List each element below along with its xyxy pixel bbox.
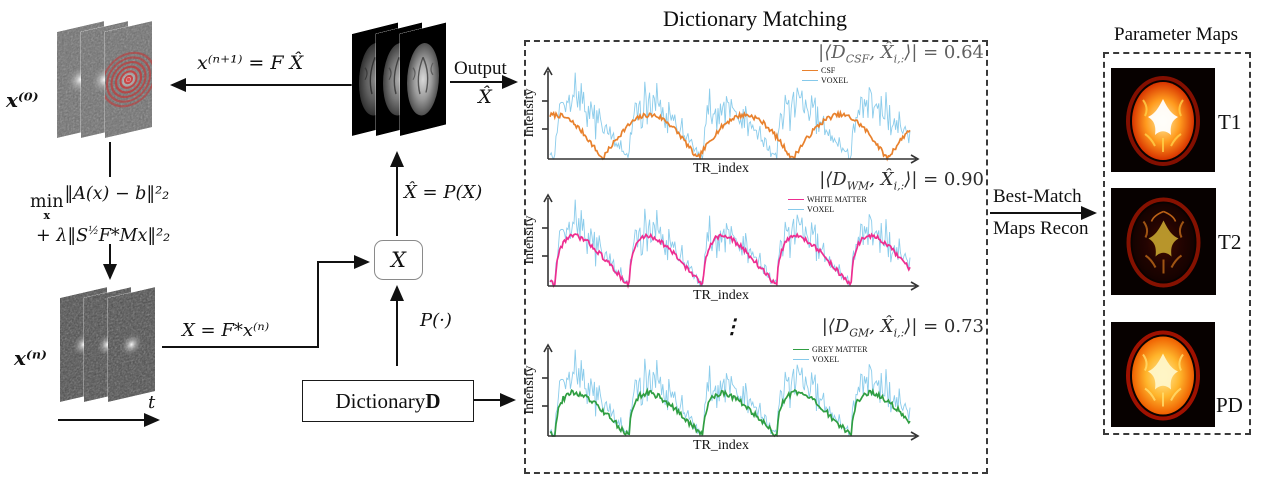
legend-label: VOXEL bbox=[821, 75, 849, 85]
parameter-maps-title: Parameter Maps bbox=[1114, 24, 1238, 45]
legend-label: CSF bbox=[821, 66, 836, 75]
legend-label: WHITE MATTER bbox=[807, 195, 867, 204]
plot-gm bbox=[542, 343, 920, 441]
ylabel-wm: Intensity bbox=[522, 215, 537, 265]
match-value: 0.73 bbox=[943, 316, 984, 337]
t2-map-image bbox=[1111, 188, 1216, 295]
kspace-stack-x0 bbox=[57, 20, 187, 150]
t2-map-label: T2 bbox=[1218, 230, 1242, 254]
legend-swatch bbox=[802, 70, 818, 72]
plot-wm bbox=[542, 193, 920, 291]
kspace-stack-xn bbox=[60, 287, 190, 418]
match-text: |⟨D bbox=[821, 316, 850, 337]
match-score-wm: |⟨DWM, X̂i,:⟩| = 0.90 bbox=[700, 169, 984, 193]
legend-csf: CSF VOXEL bbox=[802, 66, 848, 85]
match-subscript: CSF bbox=[845, 52, 870, 66]
match-subscript: i,: bbox=[893, 52, 905, 66]
t1-map-image bbox=[1111, 68, 1215, 172]
iterate-arrow-label: x⁽ⁿ⁺¹⁾ = F X̂ bbox=[197, 52, 304, 74]
match-value: 0.64 bbox=[943, 42, 984, 63]
xlabel-csf: TR_index bbox=[693, 161, 749, 176]
legend-item: GREY MATTER bbox=[793, 345, 867, 355]
legend-swatch bbox=[793, 349, 809, 351]
legend-swatch bbox=[793, 358, 809, 360]
dictionary-box: Dictionary D bbox=[302, 380, 474, 422]
kspace-slice-spiral bbox=[105, 21, 152, 138]
legend-item: VOXEL bbox=[788, 205, 867, 215]
match-text: , X̂ bbox=[869, 169, 894, 190]
dictionary-matching-title: Dictionary Matching bbox=[663, 6, 847, 31]
match-text: |⟨D bbox=[819, 169, 847, 190]
legend-swatch bbox=[788, 208, 804, 210]
match-subscript: i,: bbox=[893, 326, 905, 340]
legend-label: VOXEL bbox=[807, 204, 835, 214]
output-image-stack bbox=[352, 22, 452, 147]
match-text: ⟩| = bbox=[904, 42, 944, 63]
legend-item: WHITE MATTER bbox=[788, 195, 867, 205]
xn-label: x⁽ⁿ⁾ bbox=[14, 346, 47, 370]
projection-label: X̂ = P(X) bbox=[404, 182, 483, 203]
legend-swatch bbox=[802, 79, 818, 81]
best-match-label-line1: Best-Match bbox=[993, 186, 1082, 207]
ylabel-csf: Intensity bbox=[522, 88, 537, 138]
match-text: , X̂ bbox=[869, 42, 894, 63]
data-consistency-equation: min x ‖A(x) − b‖²₂ + λ‖S½F*Mx‖²₂ bbox=[30, 180, 170, 250]
match-subscript: i,: bbox=[893, 179, 905, 193]
x-tensor-box: X bbox=[374, 240, 423, 280]
ellipsis: ⋮ bbox=[722, 314, 742, 338]
match-text: ⟩| = bbox=[904, 169, 944, 190]
match-text: |⟨D bbox=[818, 42, 846, 63]
equation-line-1: min x ‖A(x) − b‖²₂ bbox=[30, 184, 170, 222]
pd-map-image bbox=[1111, 322, 1215, 427]
output-symbol: X̂ bbox=[478, 86, 492, 108]
x0-label: x⁽⁰⁾ bbox=[6, 88, 39, 112]
legend-item: VOXEL bbox=[793, 355, 867, 365]
brain-slice bbox=[400, 22, 446, 136]
match-subscript: WM bbox=[846, 179, 870, 193]
time-axis-label: t bbox=[148, 392, 156, 413]
match-score-csf: |⟨DCSF, X̂i,:⟩| = 0.64 bbox=[700, 42, 984, 66]
match-subscript: GM bbox=[849, 326, 870, 340]
ylabel-gm: Intensity bbox=[522, 365, 537, 415]
xlabel-gm: TR_index bbox=[693, 438, 749, 453]
min-operator: min x bbox=[30, 192, 64, 222]
t1-map-label: T1 bbox=[1218, 110, 1242, 134]
match-score-gm: |⟨DGM, X̂i,:⟩| = 0.73 bbox=[700, 316, 984, 340]
match-text: ⟩| = bbox=[904, 316, 944, 337]
legend-wm: WHITE MATTER VOXEL bbox=[788, 195, 867, 214]
kspace-slice bbox=[108, 287, 155, 402]
equation-line-2: + λ‖S½F*Mx‖²₂ bbox=[36, 224, 171, 246]
best-match-label-line2: Maps Recon bbox=[993, 218, 1089, 239]
legend-swatch bbox=[788, 199, 804, 201]
plot-csf bbox=[542, 66, 920, 164]
match-text: , X̂ bbox=[869, 316, 894, 337]
legend-item: VOXEL bbox=[802, 76, 848, 86]
transform-label: X = F*x⁽ⁿ⁾ bbox=[182, 320, 270, 341]
arrow-xn-to-xbox bbox=[162, 255, 370, 348]
projection-operator-label: P(·) bbox=[420, 310, 452, 331]
match-value: 0.90 bbox=[943, 169, 984, 190]
legend-gm: GREY MATTER VOXEL bbox=[793, 345, 867, 364]
output-label: Output bbox=[454, 58, 507, 79]
legend-label: GREY MATTER bbox=[812, 345, 868, 354]
pd-map-label: PD bbox=[1216, 393, 1243, 417]
legend-label: VOXEL bbox=[812, 354, 840, 364]
legend-item: CSF bbox=[802, 66, 848, 76]
xlabel-wm: TR_index bbox=[693, 288, 749, 303]
